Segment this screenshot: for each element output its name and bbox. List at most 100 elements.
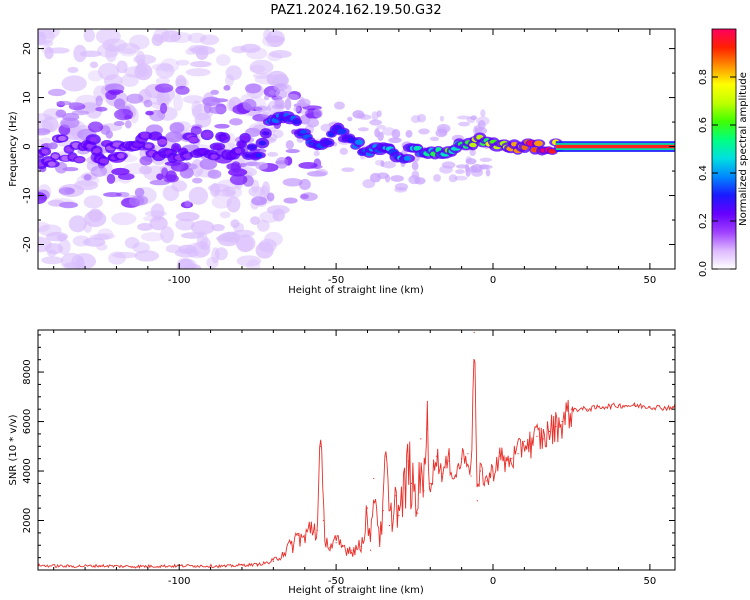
- snr-point: [366, 507, 369, 509]
- colorbar-tick-label: 0.0: [698, 261, 709, 277]
- snr-point: [504, 463, 507, 465]
- snr-point: [602, 406, 604, 408]
- ridge-steady-core: [555, 144, 675, 149]
- snr-ylabel: SNR (10 * v/v): [8, 414, 19, 485]
- snr-point: [486, 480, 488, 482]
- spectrogram-ytick-label: 20: [22, 42, 33, 55]
- spectrogram-xtick-label: 50: [644, 275, 657, 286]
- spectrogram-ylabel: Frequency (Hz): [8, 111, 19, 187]
- spectrogram-xlabel: Height of straight line (km): [288, 285, 424, 296]
- snr-frame: [37, 329, 676, 571]
- colorbar-label: Normalized spectral amplitude: [738, 72, 749, 226]
- snr-point: [498, 455, 500, 457]
- snr-xtick-label: -50: [328, 576, 344, 587]
- snr-ytick-label: 6000: [22, 409, 33, 434]
- snr-point: [326, 539, 328, 541]
- snr-point: [633, 404, 635, 407]
- spectrogram-xtick-label: -100: [168, 275, 191, 286]
- snr-point: [448, 460, 450, 462]
- snr-point: [420, 438, 422, 440]
- snr-point: [388, 524, 391, 527]
- snr-point: [435, 455, 438, 457]
- snr-point: [664, 407, 667, 409]
- spectrogram-ytick-label: -10: [22, 187, 33, 203]
- snr-point: [561, 420, 563, 423]
- snr-point: [319, 445, 322, 447]
- snr-point: [297, 534, 300, 536]
- figure-title: PAZ1.2024.162.19.50.G32: [270, 3, 441, 18]
- snr-point: [410, 482, 413, 485]
- snr-panel: -100 -50 0 50 2000 4000 6000 8000 Height of str…: [8, 329, 676, 596]
- snr-ytick-label: 4000: [22, 458, 33, 483]
- spectrogram-ytick-label: 0: [22, 143, 33, 149]
- snr-line: [38, 358, 675, 569]
- colorbar: 0.0 0.2 0.4 0.6 0.8 Normalized spectral ampl…: [698, 28, 749, 277]
- colorbar-frame: [711, 28, 737, 270]
- snr-point: [473, 331, 475, 334]
- spectrogram-heatmap: [38, 29, 675, 269]
- snr-point: [360, 545, 362, 548]
- snr-point: [407, 460, 409, 462]
- snr-point: [341, 545, 343, 548]
- snr-point: [470, 475, 472, 477]
- colorbar-gradient: [712, 29, 736, 269]
- snr-point: [649, 406, 651, 408]
- snr-point: [225, 565, 227, 567]
- spectrogram-ytick-label: 10: [22, 91, 33, 104]
- snr-point: [310, 524, 312, 527]
- snr-point: [257, 563, 259, 566]
- snr-point: [570, 408, 573, 410]
- snr-point: [542, 438, 544, 440]
- snr-point: [429, 482, 431, 485]
- snr-series: [38, 331, 675, 569]
- snr-point: [454, 475, 456, 477]
- spectrogram-ytick-label: -20: [22, 236, 33, 252]
- snr-point: [335, 542, 337, 544]
- snr-xtick-label: 0: [490, 576, 496, 587]
- snr-ytick-label: 2000: [22, 508, 33, 533]
- snr-ticks: -100 -50 0 50 2000 4000 6000 8000: [22, 330, 675, 587]
- colorbar-tick-label: 0.6: [698, 117, 709, 133]
- colorbar-tick-label: 0.2: [698, 213, 709, 229]
- snr-point: [382, 510, 384, 512]
- snr-point: [479, 470, 482, 472]
- snr-point: [379, 539, 381, 541]
- colorbar-tick-label: 0.8: [698, 69, 709, 85]
- snr-point: [272, 560, 274, 562]
- snr-point: [530, 443, 532, 445]
- snr-point: [385, 455, 387, 457]
- snr-point: [617, 404, 620, 407]
- snr-point: [316, 529, 318, 532]
- snr-point: [476, 500, 478, 502]
- colorbar-tick-label: 0.4: [698, 165, 709, 181]
- snr-point: [398, 514, 400, 517]
- spectrogram-ridge: [38, 110, 675, 170]
- snr-point: [467, 453, 469, 455]
- snr-point: [131, 565, 133, 568]
- snr-point: [426, 428, 428, 430]
- snr-point: [511, 458, 513, 460]
- snr-point: [548, 430, 551, 433]
- snr-point: [329, 547, 331, 549]
- spectrogram-noise: [38, 29, 494, 269]
- snr-point: [351, 549, 353, 551]
- snr-point: [442, 472, 444, 475]
- snr-point: [404, 487, 406, 489]
- snr-point: [194, 565, 196, 567]
- snr-point: [68, 565, 70, 567]
- snr-point: [461, 458, 463, 460]
- snr-point: [523, 440, 525, 442]
- snr-point: [291, 544, 293, 546]
- snr-xtick-label: 50: [644, 576, 657, 587]
- snr-plot-area: [38, 330, 675, 570]
- spectrogram-xtick-label: -50: [328, 275, 344, 286]
- snr-point: [162, 565, 165, 567]
- snr-point: [373, 477, 375, 480]
- snr-point: [241, 564, 243, 566]
- snr-point: [423, 490, 425, 492]
- spectrogram-xtick-label: 0: [490, 275, 496, 286]
- snr-point: [517, 453, 519, 455]
